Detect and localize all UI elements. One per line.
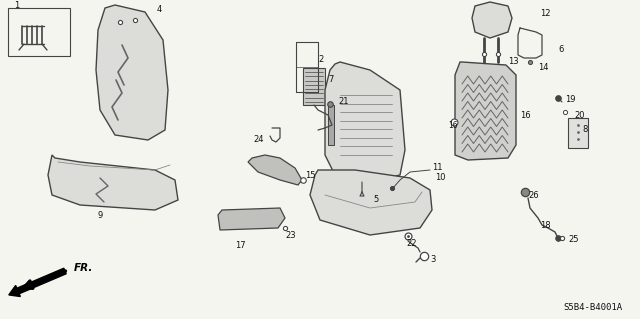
Text: S5B4-B4001A: S5B4-B4001A xyxy=(563,303,622,313)
Text: 16: 16 xyxy=(520,110,531,120)
Text: 24: 24 xyxy=(253,136,264,145)
Polygon shape xyxy=(48,155,178,210)
Text: 19: 19 xyxy=(565,95,575,105)
Polygon shape xyxy=(455,62,516,160)
Text: 7: 7 xyxy=(328,76,333,85)
Text: 21: 21 xyxy=(338,98,349,107)
Text: 23: 23 xyxy=(285,231,296,240)
Text: 1: 1 xyxy=(14,2,19,11)
Polygon shape xyxy=(472,2,512,38)
Text: 2: 2 xyxy=(318,56,323,64)
Polygon shape xyxy=(248,155,302,185)
Polygon shape xyxy=(310,170,432,235)
FancyArrow shape xyxy=(9,268,66,297)
Text: 11: 11 xyxy=(432,164,442,173)
Text: 16: 16 xyxy=(448,121,458,130)
Text: 8: 8 xyxy=(582,125,588,135)
Text: 10: 10 xyxy=(435,174,445,182)
Text: 26: 26 xyxy=(528,190,539,199)
Text: 20: 20 xyxy=(574,110,584,120)
Bar xyxy=(568,118,588,148)
Text: 6: 6 xyxy=(558,46,563,55)
Text: 17: 17 xyxy=(235,241,246,249)
Text: 25: 25 xyxy=(568,235,579,244)
Text: 13: 13 xyxy=(508,57,518,66)
Polygon shape xyxy=(325,62,405,182)
Polygon shape xyxy=(96,5,168,140)
Text: 4: 4 xyxy=(157,5,163,14)
Text: 18: 18 xyxy=(540,220,550,229)
Text: FR.: FR. xyxy=(74,263,93,273)
Text: 15: 15 xyxy=(305,170,316,180)
Text: 5: 5 xyxy=(373,196,378,204)
Polygon shape xyxy=(218,208,285,230)
Bar xyxy=(8,8,70,56)
Text: 22: 22 xyxy=(406,239,417,248)
Text: 12: 12 xyxy=(540,10,550,19)
Text: 3: 3 xyxy=(430,256,435,264)
Polygon shape xyxy=(303,68,325,105)
Text: 14: 14 xyxy=(538,63,548,72)
Text: 9: 9 xyxy=(98,211,103,219)
Polygon shape xyxy=(328,105,334,145)
